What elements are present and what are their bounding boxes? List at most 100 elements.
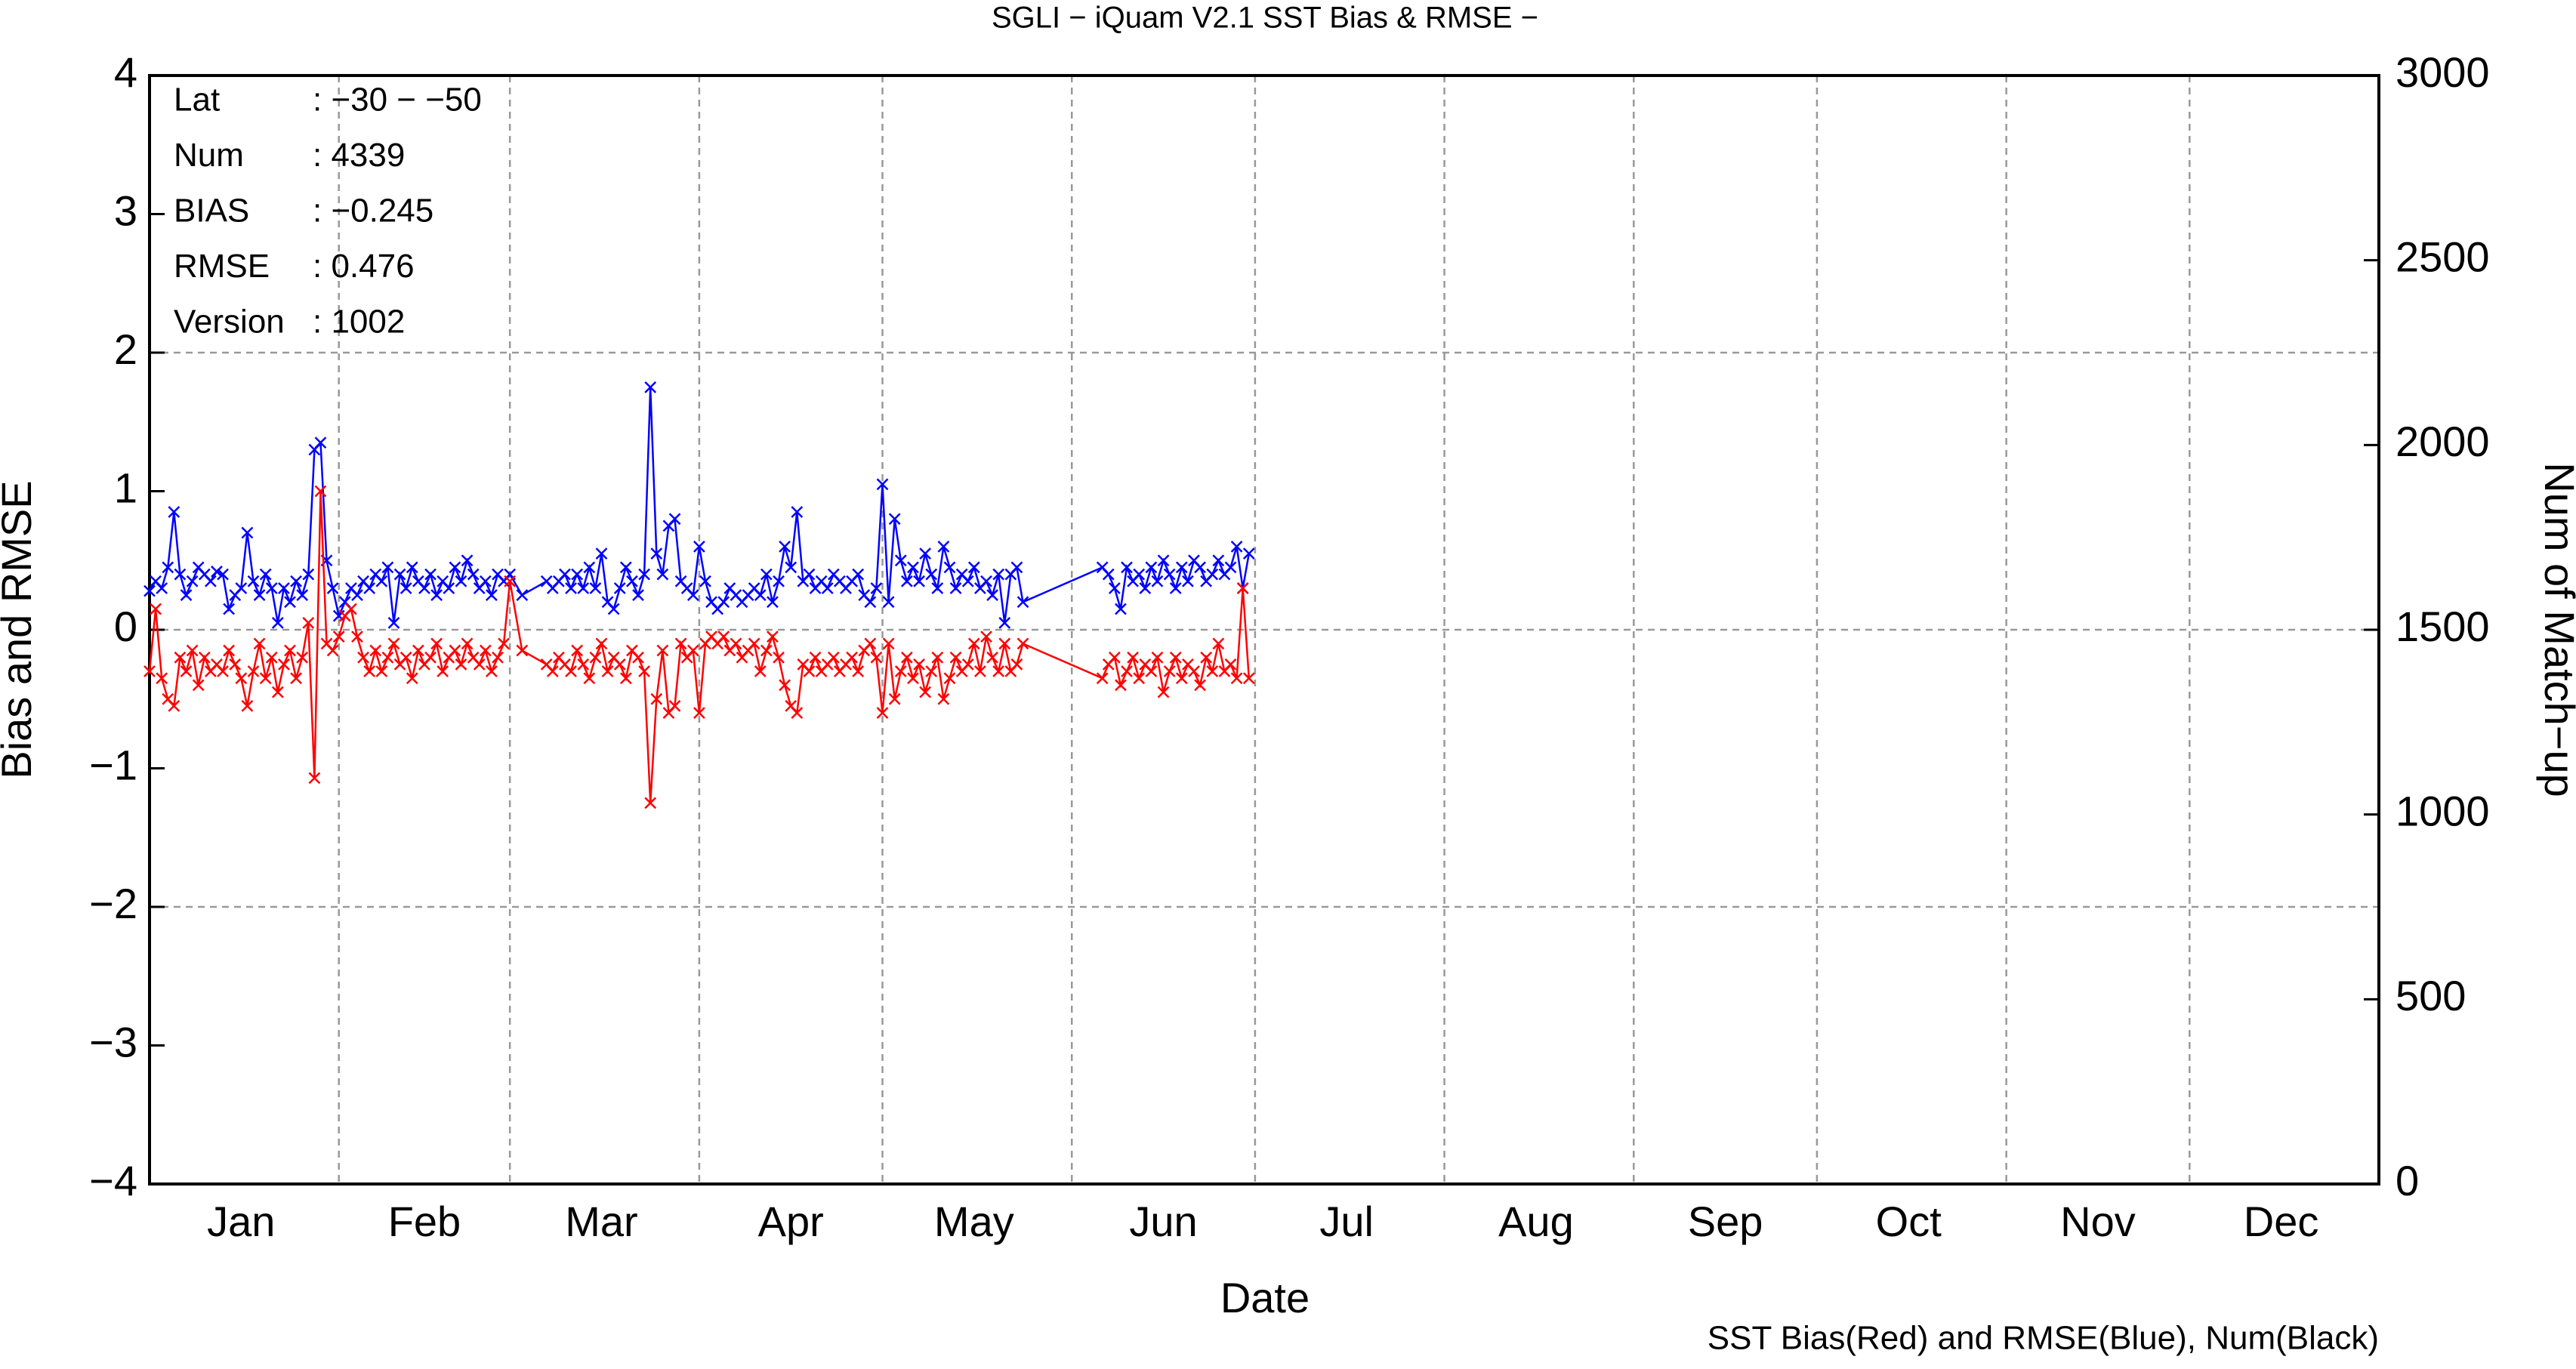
point-marker bbox=[894, 665, 907, 677]
point-marker bbox=[961, 658, 974, 671]
point-marker bbox=[455, 658, 467, 671]
point-marker bbox=[235, 582, 248, 594]
point-marker bbox=[381, 561, 394, 574]
point-marker bbox=[632, 589, 644, 602]
point-marker bbox=[852, 665, 865, 677]
point-marker bbox=[412, 644, 424, 657]
y-tick-label: 3 bbox=[114, 187, 137, 234]
legend-note: SST Bias(Red) and RMSE(Blue), Num(Black) bbox=[1708, 1320, 2379, 1357]
x-tick-label: Oct bbox=[1876, 1198, 1942, 1245]
point-marker bbox=[1121, 665, 1133, 677]
y2-tick-label: 1500 bbox=[2396, 603, 2490, 650]
point-marker bbox=[150, 603, 162, 615]
point-marker bbox=[375, 665, 388, 677]
point-marker bbox=[864, 637, 877, 650]
point-marker bbox=[223, 644, 236, 657]
x-tick-label: May bbox=[934, 1198, 1014, 1245]
point-marker bbox=[846, 651, 858, 664]
point-marker bbox=[302, 616, 315, 629]
point-marker bbox=[217, 665, 229, 677]
point-marker bbox=[809, 651, 822, 664]
point-marker bbox=[638, 665, 650, 677]
point-marker bbox=[876, 707, 889, 719]
point-marker bbox=[284, 596, 296, 609]
y2-tick-label: 3000 bbox=[2396, 48, 2490, 96]
point-marker bbox=[565, 665, 577, 677]
point-marker bbox=[498, 637, 510, 650]
point-marker bbox=[882, 596, 895, 609]
point-marker bbox=[583, 561, 596, 574]
point-marker bbox=[455, 575, 467, 587]
point-marker bbox=[992, 665, 1005, 677]
point-marker bbox=[400, 651, 412, 664]
point-marker bbox=[1115, 603, 1127, 615]
point-marker bbox=[773, 651, 785, 664]
point-marker bbox=[589, 582, 602, 594]
point-marker bbox=[1121, 561, 1133, 574]
point-marker bbox=[198, 651, 211, 664]
point-marker bbox=[461, 554, 474, 567]
point-marker bbox=[589, 651, 602, 664]
point-marker bbox=[363, 665, 376, 677]
x-tick-label: Jul bbox=[1319, 1198, 1374, 1245]
point-marker bbox=[265, 582, 278, 594]
point-marker bbox=[1102, 568, 1115, 581]
point-marker bbox=[1017, 596, 1029, 609]
point-marker bbox=[479, 644, 492, 657]
y2-tick-label: 0 bbox=[2396, 1157, 2419, 1204]
point-marker bbox=[907, 561, 919, 574]
point-marker bbox=[332, 631, 345, 643]
point-marker bbox=[180, 665, 193, 677]
point-marker bbox=[1096, 672, 1109, 685]
stat-label: RMSE bbox=[174, 248, 270, 285]
point-marker bbox=[1151, 651, 1164, 664]
point-marker bbox=[1108, 582, 1121, 594]
point-marker bbox=[204, 575, 217, 587]
point-marker bbox=[907, 672, 919, 685]
y2-tick-label: 500 bbox=[2396, 972, 2466, 1019]
point-marker bbox=[577, 658, 590, 671]
point-marker bbox=[1194, 561, 1206, 574]
x-tick-label: Mar bbox=[565, 1198, 637, 1245]
point-marker bbox=[174, 651, 187, 664]
point-marker bbox=[882, 637, 895, 650]
point-marker bbox=[1017, 637, 1029, 650]
point-marker bbox=[803, 665, 816, 677]
point-marker bbox=[827, 651, 840, 664]
point-marker bbox=[1169, 651, 1182, 664]
point-marker bbox=[1175, 672, 1188, 685]
point-marker bbox=[791, 707, 804, 719]
point-marker bbox=[424, 568, 437, 581]
point-marker bbox=[211, 566, 223, 578]
point-marker bbox=[888, 692, 901, 705]
point-marker bbox=[949, 582, 962, 594]
y-tick-label: 2 bbox=[114, 325, 137, 373]
point-marker bbox=[619, 672, 632, 685]
point-marker bbox=[314, 436, 327, 449]
point-marker bbox=[351, 589, 363, 602]
y-tick-label: −2 bbox=[89, 880, 137, 927]
point-marker bbox=[1145, 561, 1158, 574]
point-marker bbox=[650, 692, 663, 705]
point-marker bbox=[278, 658, 290, 671]
point-marker bbox=[571, 568, 584, 581]
point-marker bbox=[1010, 658, 1023, 671]
point-marker bbox=[326, 582, 339, 594]
point-marker bbox=[632, 651, 644, 664]
point-marker bbox=[870, 651, 883, 664]
stat-value: : 4339 bbox=[313, 137, 405, 174]
point-marker bbox=[168, 700, 180, 712]
point-marker bbox=[699, 575, 711, 587]
point-marker bbox=[241, 700, 254, 712]
point-marker bbox=[296, 651, 309, 664]
point-marker bbox=[1242, 547, 1255, 560]
point-marker bbox=[595, 637, 608, 650]
x-tick-label: Sep bbox=[1688, 1198, 1763, 1245]
x-tick-label: Dec bbox=[2244, 1198, 2319, 1245]
point-marker bbox=[888, 513, 901, 526]
point-marker bbox=[259, 672, 272, 685]
stat-label: Num bbox=[174, 137, 244, 174]
point-marker bbox=[919, 686, 932, 698]
point-marker bbox=[650, 547, 663, 560]
